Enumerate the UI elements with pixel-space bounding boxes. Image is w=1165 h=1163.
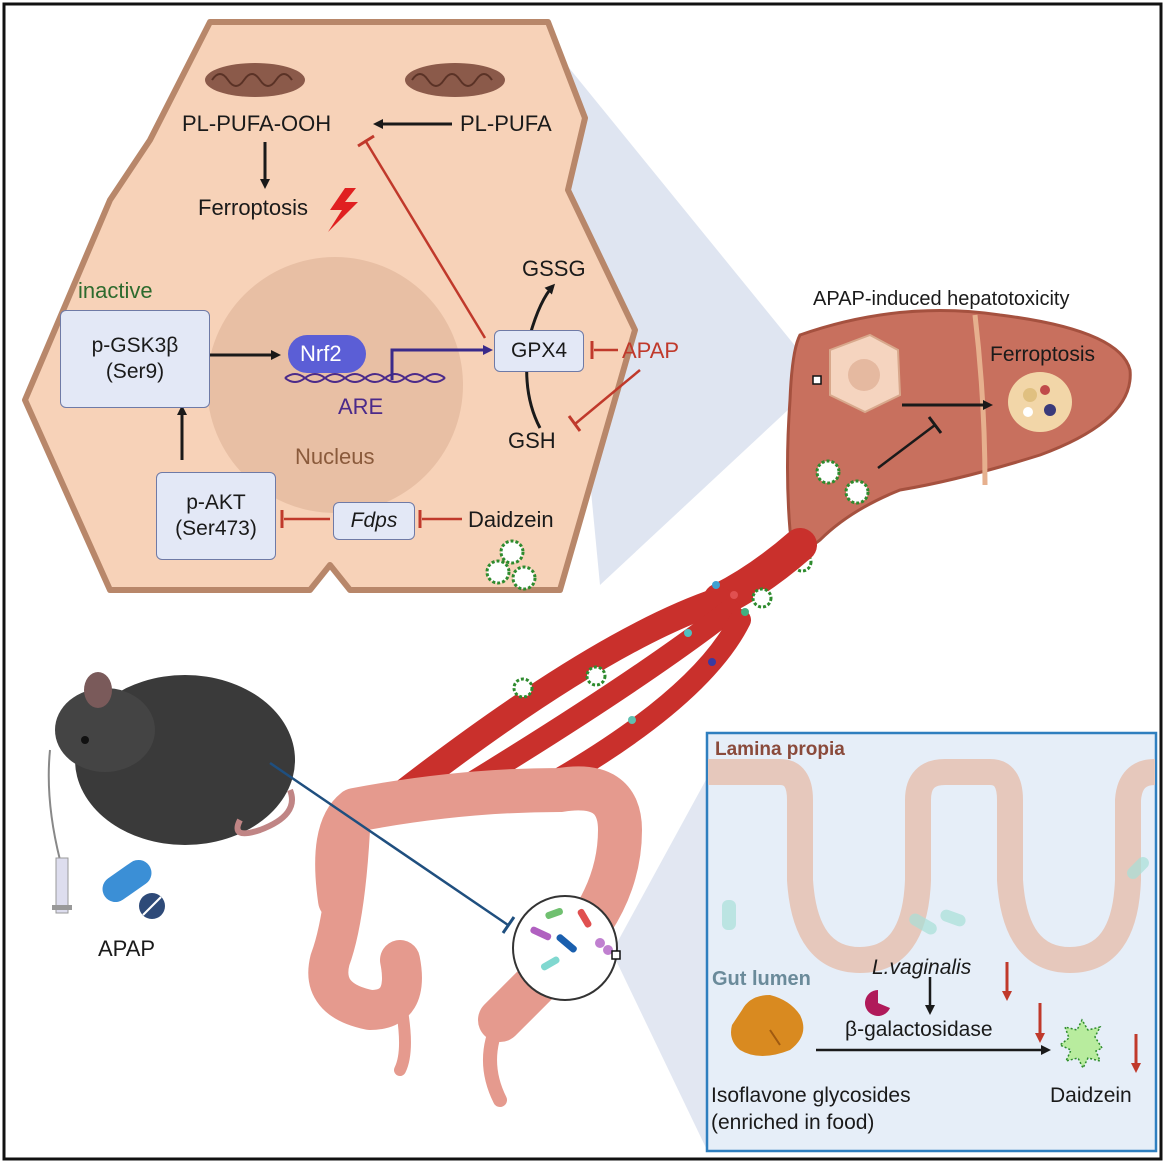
microbiome-circle [512,895,621,1001]
inactive-label: inactive [78,278,153,303]
liver-title: APAP-induced hepatotoxicity [813,288,1070,310]
zoom-marker [812,375,822,385]
mitochondrion-icon [205,63,305,97]
liver-ligament [972,314,988,486]
inhibit-gpx4-ooh [363,139,487,339]
gsh-label: GSH [508,428,556,453]
isoflavone-glycoside-icon [731,995,804,1056]
daidzein-cell-label: Daidzein [468,507,554,532]
ferroptotic-cell-icon [1008,372,1072,432]
gut-panel [705,731,1158,1153]
arrow-are-to-gpx4 [390,345,493,380]
villi-shape [708,759,1156,974]
mouse-apap-label: APAP [98,936,156,961]
inhibit-apap-gsh [574,369,641,425]
zoom-cone-liver [548,42,818,585]
gssg-label: GSSG [522,256,586,281]
nrf2-label: Nrf2 [300,341,342,366]
zoom-cone-gut [612,778,707,1150]
p-akt-box: p-AKT (Ser473) [156,472,276,560]
apap-cell-label: APAP [622,338,680,363]
liver-ferroptosis-label: Ferroptosis [990,343,1096,366]
syringe-icon [47,749,72,914]
lamina-propia-label: Lamina propia [715,739,845,760]
pill-icon [102,859,165,919]
nucleus-shape [207,257,463,513]
nrf2-pill [288,335,366,373]
inhibit-apap-microbiome [269,761,509,927]
p-gsk3b-box: p-GSK3β (Ser9) [60,310,210,408]
l-vaginalis-label: L.vaginalis [872,956,972,979]
ser9-label: (Ser9) [105,360,165,383]
gpx4-label: GPX4 [510,338,568,362]
are-label: ARE [338,394,384,419]
isoflavone-label: Isoflavone glycosides [711,1084,911,1107]
beta-galactosidase-icon [864,990,890,1017]
beta-galactosidase-label: β-galactosidase [845,1018,993,1041]
daidzein-particles-icon [485,539,537,591]
enriched-label: (enriched in food) [711,1111,875,1134]
fdps-label: Fdps [350,508,398,532]
pl-pufa-ooh-label: PL-PUFA-OOH [182,111,332,136]
ferroptosis-label: Ferroptosis [198,195,309,220]
nucleus-label: Nucleus [295,444,375,469]
floating-bacteria [722,857,1149,935]
inhibit-daidzein-ferroptosis [877,424,936,469]
gpx4-box: GPX4 [494,330,584,372]
vessel-daidzein-particles [512,587,773,699]
pl-pufa-label: PL-PUFA [460,111,552,136]
gut-daidzein-label: Daidzein [1050,1084,1132,1107]
ser473-label: (Ser473) [175,517,257,540]
daidzein-star-icon [1058,1018,1104,1070]
mitochondrion-icon [405,63,505,97]
mouse-icon [55,672,295,845]
p-gsk3b-label: p-GSK3β [91,333,179,357]
fdps-box: Fdps [333,502,415,540]
gut-lumen-label: Gut lumen [712,968,811,990]
p-akt-label: p-AKT [186,490,246,514]
dna-helix-icon [284,373,446,383]
lightning-icon [328,188,358,232]
vessel-metabolite-dots [628,581,749,724]
